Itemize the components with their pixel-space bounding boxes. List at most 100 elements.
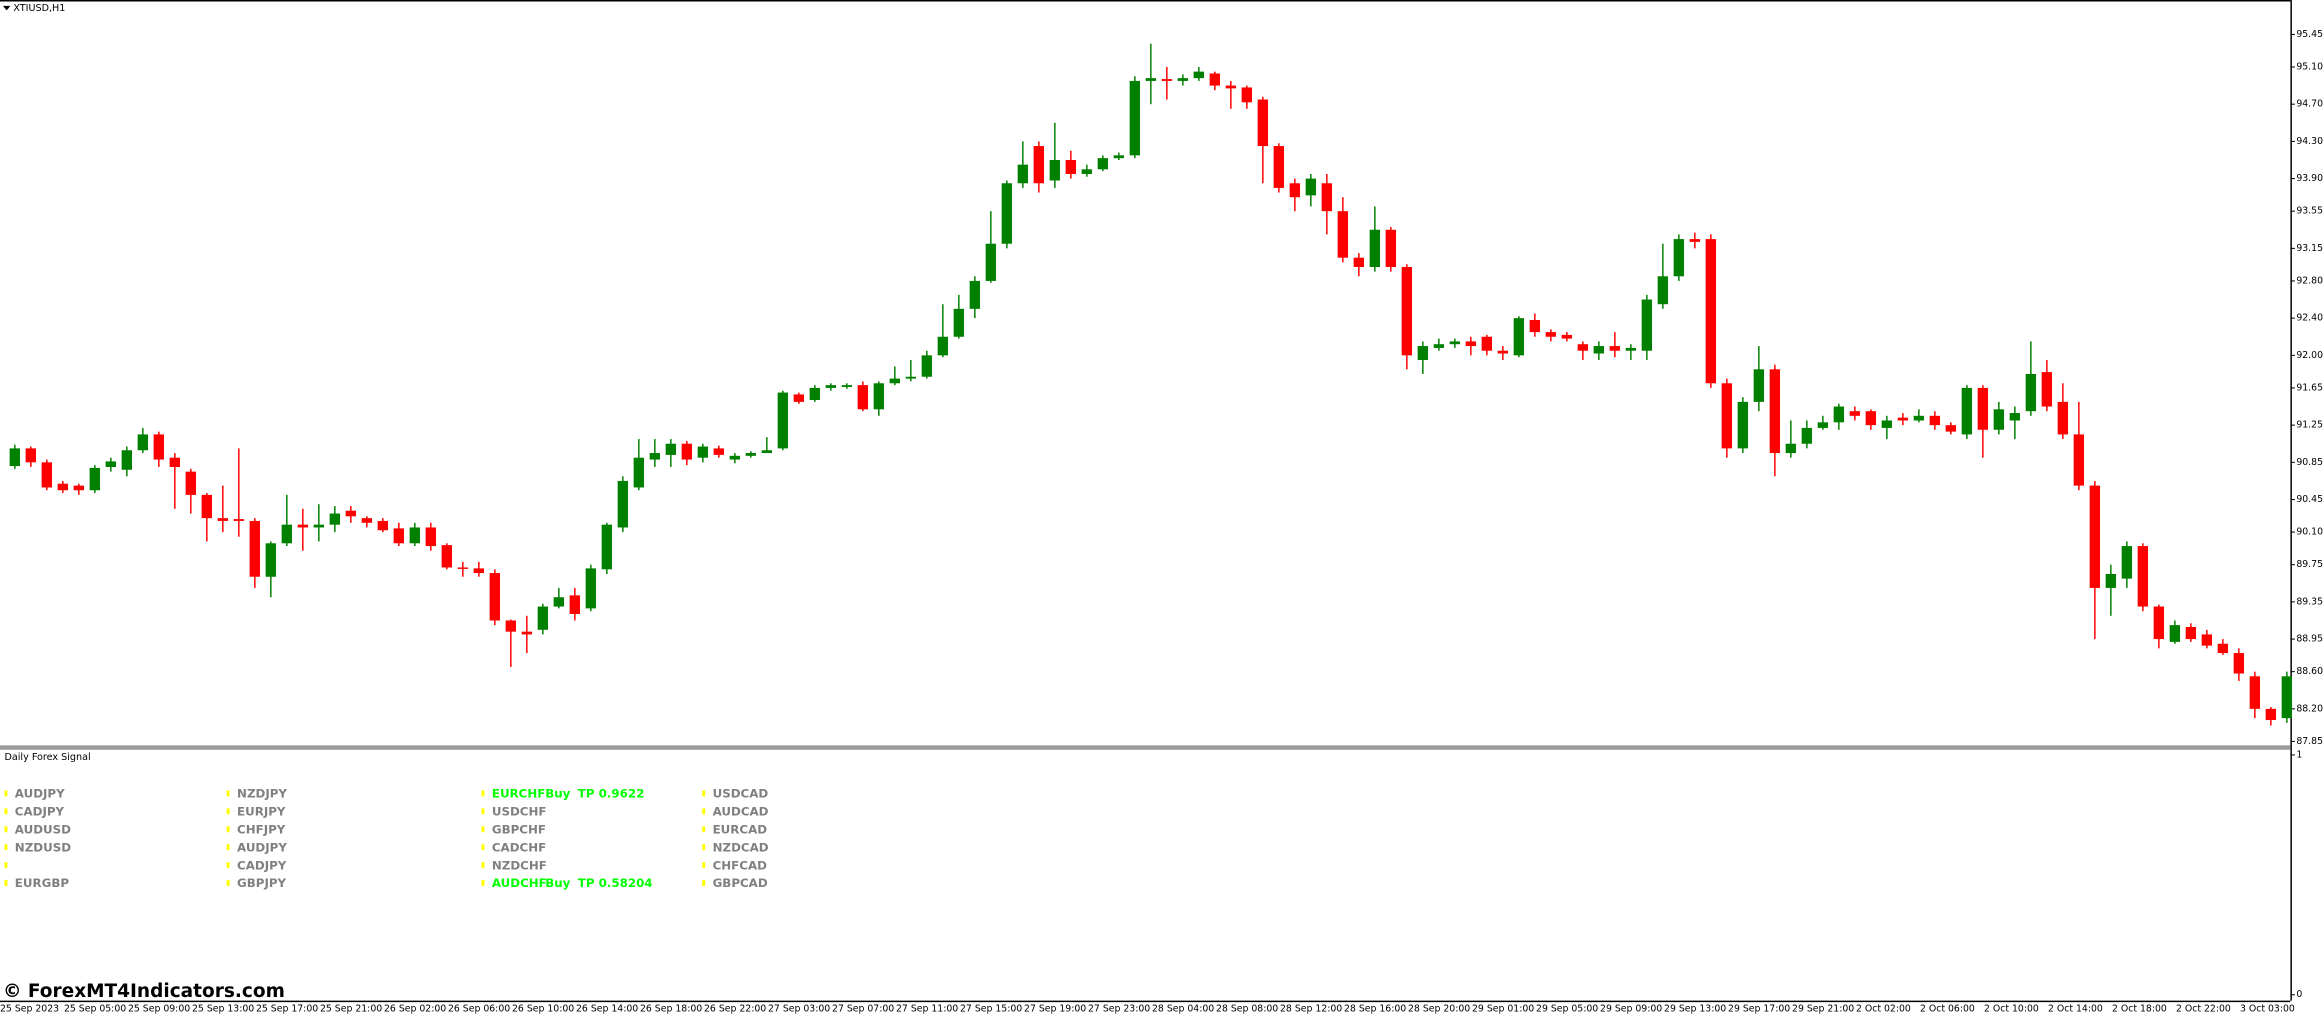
signal-dot: [702, 844, 706, 851]
candle-body: [1401, 266, 1413, 356]
candle-body: [2009, 413, 2021, 421]
candle-body: [265, 543, 277, 577]
signal-dot: [481, 790, 485, 797]
x-tick-label: 26 Sep 22:00: [704, 1003, 766, 1014]
candle-body: [1929, 415, 1941, 426]
signal-dot: [226, 826, 230, 833]
candle-body: [617, 480, 629, 528]
pair-label: AUDCHF: [492, 876, 547, 890]
x-tick-label: 29 Sep 05:00: [1536, 1003, 1598, 1014]
x-tick-label: 25 Sep 05:00: [64, 1003, 126, 1014]
candle-body: [1417, 346, 1429, 361]
candle-body: [329, 513, 341, 525]
y-tick-label: 87.85: [2296, 736, 2323, 747]
candle-body: [1337, 211, 1349, 258]
y-tick-label: 88.60: [2296, 666, 2323, 677]
candle-body: [1721, 383, 1733, 449]
x-tick-label: 2 Oct 06:00: [1920, 1003, 1975, 1014]
y-tick-label: 89.35: [2296, 596, 2323, 607]
signal-dot: [226, 844, 230, 851]
candle-body: [1849, 411, 1861, 416]
candle-body: [2217, 643, 2229, 654]
candle-body: [1129, 80, 1141, 156]
candle-body: [1881, 420, 1893, 428]
candle-body: [2073, 434, 2085, 486]
candle-body: [153, 434, 165, 460]
y-tick-label: 94.30: [2296, 136, 2323, 147]
candle-body: [1865, 411, 1877, 426]
panel-separator: [0, 745, 2291, 750]
candle-body: [441, 545, 453, 568]
x-tick-label: 29 Sep 21:00: [1792, 1003, 1854, 1014]
y-tick-label: 88.20: [2296, 703, 2323, 714]
y-tick-label: 90.45: [2296, 494, 2323, 505]
candle-body: [569, 595, 581, 614]
x-tick-label: 26 Sep 06:00: [448, 1003, 510, 1014]
candle-body: [2121, 546, 2133, 579]
candle-body: [841, 385, 853, 387]
candle-body: [1049, 160, 1061, 181]
signal-dot: [481, 880, 485, 886]
menu-arrow[interactable]: [2, 5, 11, 11]
y-tick-label: 92.00: [2296, 350, 2323, 361]
y-tick-label: 91.25: [2296, 420, 2323, 431]
x-tick-label: 25 Sep 13:00: [192, 1003, 254, 1014]
signal-dot: [226, 862, 230, 869]
candle-body: [985, 243, 997, 281]
candle-body: [1817, 422, 1829, 428]
candle-body: [1017, 164, 1029, 184]
candle-body: [137, 434, 149, 451]
candle-body: [1065, 160, 1077, 174]
signal-dot: [481, 808, 485, 815]
candle-body: [1833, 406, 1845, 423]
pair-label: NZDCAD: [713, 840, 769, 854]
candle-body: [1673, 239, 1685, 277]
pair-label: CHFCAD: [713, 858, 768, 872]
symbol-title: XTIUSD,H1: [13, 3, 65, 14]
signal-dot: [4, 844, 8, 851]
candle-body: [665, 443, 677, 455]
signal-dot: [481, 844, 485, 851]
candle-body: [1497, 350, 1509, 354]
candle-body: [2233, 653, 2245, 674]
x-tick-label: 26 Sep 02:00: [384, 1003, 446, 1014]
candle-body: [1609, 346, 1621, 351]
candle-body: [2169, 625, 2181, 642]
pair-label: NZDJPY: [237, 787, 287, 801]
x-tick-label: 26 Sep 14:00: [576, 1003, 638, 1014]
x-tick-label: 27 Sep 15:00: [960, 1003, 1022, 1014]
candle-body: [713, 448, 725, 455]
candle-body: [2201, 634, 2213, 646]
signal-dot: [702, 862, 706, 869]
x-tick-label: 28 Sep 08:00: [1216, 1003, 1278, 1014]
pair-label: CADJPY: [237, 858, 287, 872]
candle-body: [1897, 417, 1909, 421]
signal-label: Buy: [545, 876, 570, 890]
candle-body: [393, 528, 405, 544]
x-tick-label: 27 Sep 03:00: [768, 1003, 830, 1014]
pair-label: EURCHF: [492, 787, 545, 801]
pair-label: CADJPY: [15, 805, 65, 819]
tp-label: TP 0.58204: [578, 876, 653, 890]
candle-body: [297, 524, 309, 528]
candle-body: [9, 448, 21, 467]
candle-body: [1081, 169, 1093, 174]
candle-body: [121, 450, 133, 470]
candle-body: [761, 450, 773, 454]
candle-body: [361, 518, 373, 523]
candle-body: [1369, 229, 1381, 267]
signal-dot: [4, 826, 8, 833]
candle-body: [185, 471, 197, 495]
candle-body: [505, 620, 517, 632]
candle-body: [2153, 606, 2165, 640]
candle-body: [601, 524, 613, 570]
pair-label: USDCHF: [492, 805, 547, 819]
pair-label: EURCAD: [713, 823, 768, 837]
y-tick-label: 92.80: [2296, 275, 2323, 286]
candle-body: [1177, 78, 1189, 81]
candle-body: [2185, 626, 2197, 640]
x-tick-label: 25 Sep 2023: [0, 1003, 59, 1014]
candle-body: [57, 483, 69, 491]
pair-label: GBPCHF: [492, 823, 546, 837]
